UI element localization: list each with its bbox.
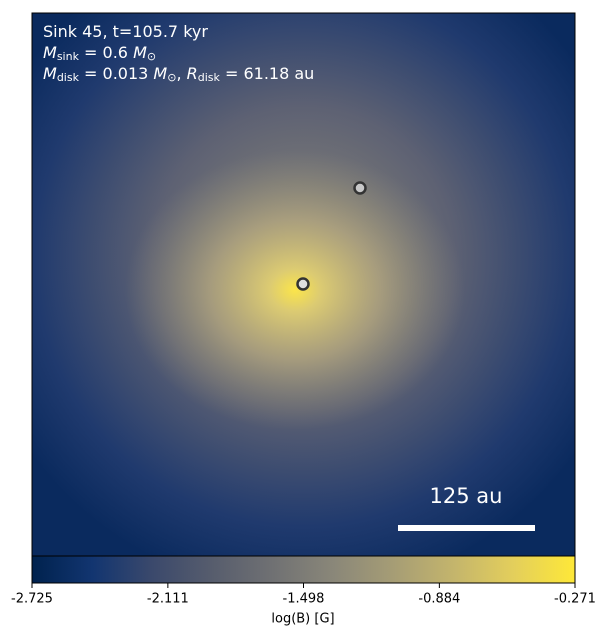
- annotation-part: M: [43, 64, 57, 83]
- sink-marker: [353, 181, 367, 195]
- annotation-part: M: [153, 64, 167, 83]
- annotation-part: ⊙: [147, 50, 156, 63]
- annotation: Sink 45, t=105.7 kyr: [43, 22, 208, 41]
- annotation: Msink = 0.6 M⊙: [43, 43, 156, 64]
- disk-glow: [125, 150, 465, 430]
- annotation-part: M: [43, 43, 57, 62]
- annotation-part: ⊙: [167, 71, 176, 84]
- annotation-part: disk: [57, 71, 80, 84]
- tick-label: -2.111: [147, 592, 189, 607]
- tick-label: -2.725: [11, 592, 53, 607]
- annotation-part: disk: [198, 71, 221, 84]
- annotation-part: = 0.013: [79, 64, 153, 83]
- tick-label: -1.498: [283, 592, 325, 607]
- annotation-part: R: [187, 64, 198, 83]
- scale-bar-label: 125 au: [430, 484, 503, 508]
- tick-label: -0.271: [554, 592, 596, 607]
- annotation-part: ,: [176, 64, 186, 83]
- annotation-part: M: [133, 43, 147, 62]
- colorbar-label: log(B) [G]: [271, 612, 334, 627]
- colorbar: [31, 555, 576, 584]
- tick-label: -0.884: [418, 592, 460, 607]
- annotation-part: = 0.6: [79, 43, 133, 62]
- annotation-part: sink: [57, 50, 80, 63]
- sink-marker: [296, 277, 310, 291]
- annotation-part: Sink 45, t=105.7 kyr: [43, 22, 208, 41]
- scale-bar: [398, 525, 535, 531]
- annotation-part: = 61.18 au: [220, 64, 314, 83]
- annotation: Mdisk = 0.013 M⊙, Rdisk = 61.18 au: [43, 64, 314, 85]
